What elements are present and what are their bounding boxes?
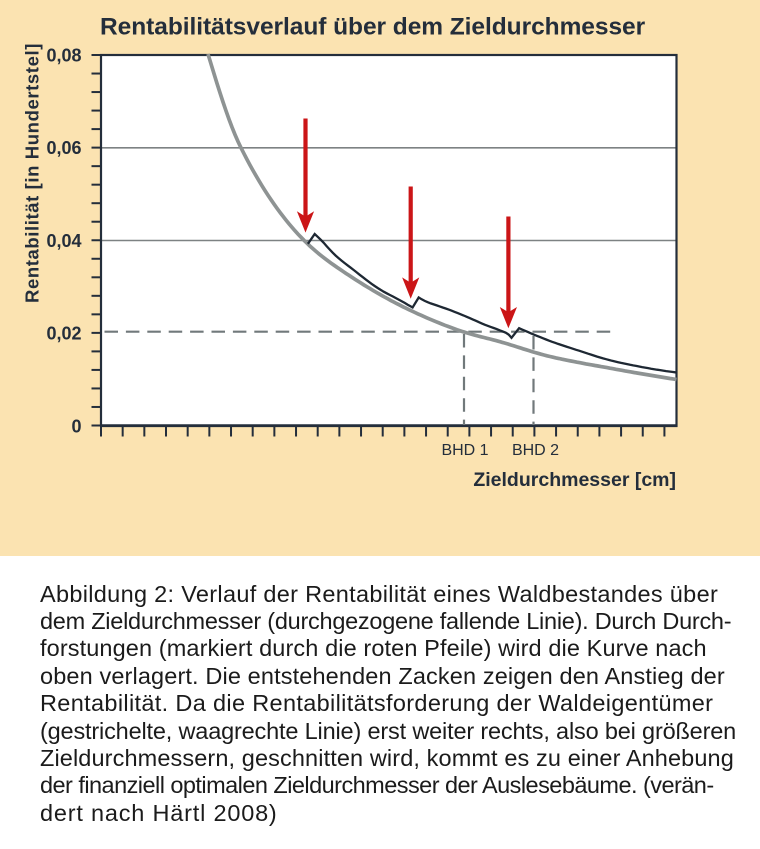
- svg-text:0,08: 0,08: [46, 46, 81, 66]
- svg-text:0,02: 0,02: [46, 324, 81, 344]
- svg-text:Zieldurchmesser [cm]: Zieldurchmesser [cm]: [473, 469, 676, 491]
- svg-text:0,06: 0,06: [46, 138, 81, 158]
- svg-text:BHD 1: BHD 1: [441, 442, 488, 459]
- svg-text:0,04: 0,04: [46, 231, 81, 251]
- svg-text:Rentabilitätsverlauf über dem: Rentabilitätsverlauf über dem Zieldurchm…: [100, 14, 646, 41]
- svg-text:0: 0: [71, 417, 81, 437]
- svg-text:Rentabilität [in Hundertstel]: Rentabilität [in Hundertstel]: [22, 43, 43, 303]
- svg-text:BHD 2: BHD 2: [512, 442, 559, 459]
